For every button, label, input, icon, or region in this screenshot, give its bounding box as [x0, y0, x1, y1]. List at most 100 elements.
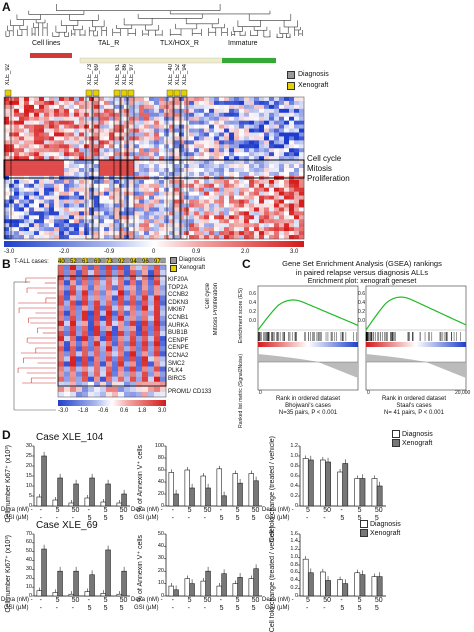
heatmap-a-cell [219, 128, 225, 133]
heatmap-a-cell [219, 171, 225, 177]
heatmap-a-cell [269, 191, 275, 196]
heatmap-a-cell [254, 144, 260, 149]
heatmap-a-cell [39, 219, 45, 224]
heatmap-b-cell [76, 310, 83, 316]
heatmap-a-cell [4, 179, 10, 184]
heatmap-a-cell [4, 207, 10, 212]
heatmap-a-cell [269, 108, 275, 113]
heatmap-a-cell [264, 215, 270, 220]
heatmap-a-cell [34, 120, 40, 125]
heatmap-a-cell [19, 195, 25, 200]
heatmap-a-cell [214, 132, 220, 137]
heatmap-a-cell [239, 97, 245, 102]
heatmap-a-cell [294, 144, 300, 149]
heatmap-a-cell [284, 112, 290, 117]
heatmap-b-cell [76, 336, 83, 342]
heatmap-a-cell [249, 164, 255, 169]
heatmap-a-cell [119, 223, 125, 228]
heatmap-a-cell [274, 164, 280, 169]
heatmap-a-cell [119, 136, 125, 141]
heatmap-b-cell [118, 346, 125, 352]
heatmap-a-cell [134, 164, 140, 169]
heatmap-b-cell [124, 285, 131, 291]
heatmap-a-cell [159, 227, 165, 232]
heatmap-a-cell [194, 144, 200, 149]
heatmap-a-cell [79, 223, 85, 228]
heatmap-a-cell [169, 215, 175, 220]
heatmap-a-cell [249, 235, 255, 240]
ylabel-es: Enrichment score (ES) [238, 288, 244, 344]
heatmap-b-cell [76, 285, 83, 291]
heatmap-a-cell [39, 195, 45, 200]
heatmap-b-cell [124, 325, 131, 332]
heatmap-a-cell [294, 195, 300, 200]
heatmap-b-cell [106, 285, 113, 291]
heatmap-a-cell [184, 215, 190, 220]
heatmap-a-cell [39, 100, 45, 106]
gsi-value: 5 [103, 515, 108, 522]
heatmap-a-cell [289, 148, 295, 153]
heatmap-a-cell [59, 120, 65, 125]
bar-diagnosis [232, 473, 238, 507]
heatmap-b-cell [76, 366, 83, 372]
heatmap-a-cell [24, 128, 30, 133]
heatmap-a-cell [214, 97, 220, 102]
heatmap-a-cell [89, 100, 95, 106]
legend-text: Xenograft [298, 82, 329, 89]
heatmap-a-cell [139, 223, 145, 228]
heatmap-a-cell [294, 223, 300, 228]
heatmap-a-cell [174, 187, 180, 192]
heatmap-a-cell [14, 156, 20, 161]
heatmap-a-cell [294, 97, 300, 102]
heatmap-a-cell [274, 152, 280, 157]
heatmap-a-cell [99, 112, 105, 117]
heatmap-a-cell [199, 187, 205, 192]
heatmap-a-cell [179, 144, 185, 149]
heatmap-a-cell [199, 219, 205, 224]
legend-d2-xenograft: Xenograft [360, 529, 400, 537]
cluster-line: Cell cycle [307, 154, 342, 163]
heatmap-a-cell [299, 179, 305, 184]
heatmap-b-cell [130, 305, 137, 311]
heatmap-a-cell [194, 124, 200, 129]
heatmap-a-cell [14, 164, 20, 169]
heatmap-a-cell [159, 104, 165, 110]
heatmap-a-cell [284, 227, 290, 232]
heatmap-b-cell [160, 346, 167, 352]
heatmap-a-cell [299, 148, 305, 153]
heatmap-a-cell [249, 108, 255, 113]
heatmap-a-cell [69, 100, 75, 106]
heatmap-a-cell [39, 148, 45, 153]
heatmap-a-cell [54, 219, 60, 224]
heatmap-a-cell [9, 112, 15, 117]
heatmap-a-cell [49, 235, 55, 240]
heatmap-b-cell [82, 341, 89, 347]
heatmap-b-cell [154, 290, 161, 296]
heatmap-a-cell [119, 191, 125, 196]
heatmap-a-cell [89, 223, 95, 228]
bar-diagnosis [200, 475, 206, 507]
bar-xenograft [189, 487, 195, 507]
heatmap-a-cell [269, 235, 275, 240]
bar-diagnosis [100, 593, 106, 597]
heatmap-a-cell [209, 148, 215, 153]
heatmap-a-cell [264, 164, 270, 169]
heatmap-a-cell [134, 227, 140, 232]
heatmap-a-cell [59, 128, 65, 133]
heatmap-a-cell [199, 136, 205, 141]
heatmap-a-cell [139, 171, 145, 177]
heatmap-b-cell [148, 315, 155, 322]
dexa-value: 50 [323, 597, 332, 604]
heatmap-a-cell [174, 223, 180, 228]
heatmap-a-cell [219, 235, 225, 240]
heatmap-a-cell [24, 179, 30, 184]
gsi-value: 5 [119, 605, 124, 612]
heatmap-a-cell [244, 116, 250, 121]
heatmap-a-cell [269, 183, 275, 188]
sample-label: XLE_40 [168, 64, 174, 86]
heatmap-a-cell [124, 235, 130, 240]
heatmap-b-cell [88, 280, 95, 286]
heatmap-a-cell [74, 152, 80, 157]
heatmap-a-cell [204, 187, 210, 192]
heatmap-a-cell [199, 195, 205, 200]
